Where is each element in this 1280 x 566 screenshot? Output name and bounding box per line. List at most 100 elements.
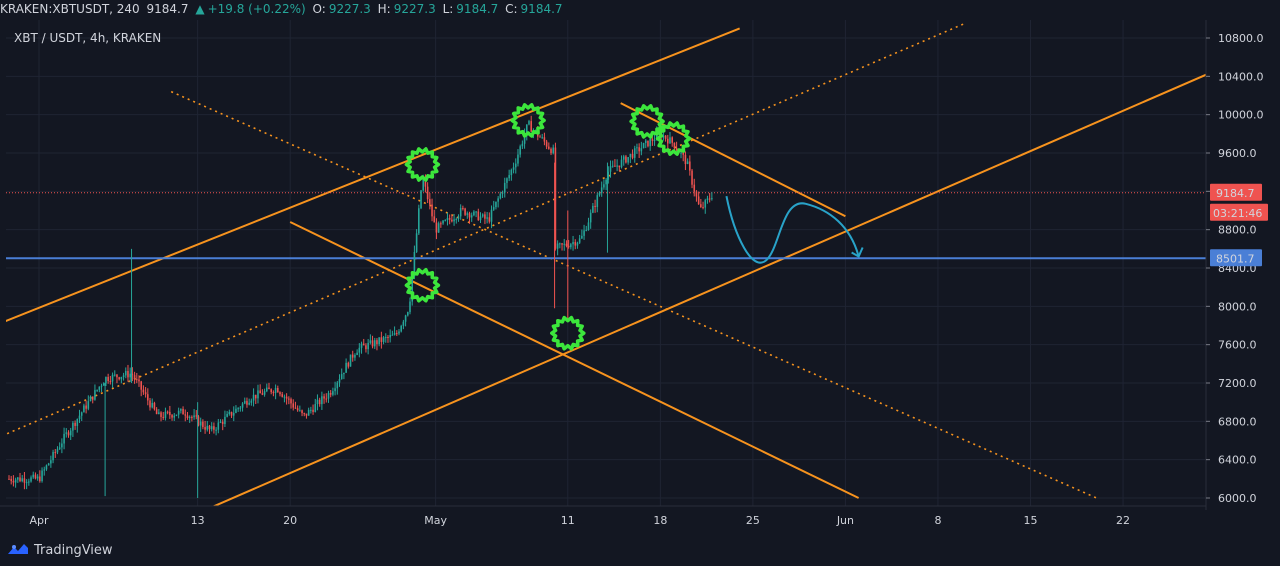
candle-body: [578, 238, 581, 243]
candle-body: [122, 375, 125, 377]
candle-body: [413, 251, 416, 277]
candle-body: [614, 165, 616, 167]
candle-body: [622, 156, 625, 160]
candle-body: [318, 399, 321, 405]
close-value: 9184.7: [520, 2, 563, 16]
candle-body: [135, 379, 138, 381]
candle-body: [224, 416, 226, 424]
pivot-marker-icon[interactable]: [404, 267, 441, 303]
candle-body: [191, 416, 193, 418]
candle-body: [636, 147, 638, 149]
candle-body: [52, 451, 54, 461]
time-tick-label: 18: [653, 514, 667, 527]
pivot-marker-icon[interactable]: [629, 104, 665, 139]
candle-body: [354, 354, 356, 358]
price-tick-label: 6400.0: [1218, 454, 1257, 467]
candle-body: [69, 430, 72, 436]
countdown-badge: [1210, 203, 1268, 221]
candle-body: [695, 191, 698, 197]
candle-body: [197, 416, 200, 426]
candle-body: [61, 443, 63, 448]
candle-body: [391, 334, 394, 336]
candle-body: [25, 482, 28, 484]
candle-body: [629, 153, 632, 158]
candle-body: [581, 235, 583, 239]
candle-body: [431, 204, 433, 217]
candle-body: [387, 337, 389, 339]
candle-body: [455, 218, 458, 220]
time-tick-label: Apr: [29, 514, 49, 527]
candle-body: [669, 137, 671, 144]
candle-body: [65, 432, 68, 434]
tradingview-brand[interactable]: TradingView: [34, 543, 113, 558]
candle-body: [133, 375, 136, 380]
candle-body: [631, 153, 634, 158]
candle-body: [180, 408, 182, 411]
candle-body: [365, 345, 367, 350]
candle-body: [479, 216, 482, 221]
candle-body: [334, 388, 336, 392]
candle-body: [589, 212, 592, 223]
chart-canvas[interactable]: 10800.010400.010000.09600.09200.08800.08…: [0, 0, 1280, 536]
candle-body: [706, 198, 709, 201]
candle-body: [594, 205, 596, 207]
candle-body: [620, 159, 623, 168]
candle-body: [43, 469, 46, 471]
candle-body: [323, 396, 325, 399]
candle-body: [470, 215, 473, 218]
candle-body: [603, 184, 605, 188]
pivot-marker-icon[interactable]: [655, 121, 692, 156]
candle-body: [307, 409, 310, 416]
candle-body: [226, 414, 228, 417]
candle-body: [446, 218, 449, 221]
candle-body: [274, 388, 277, 393]
time-tick-label: 25: [746, 514, 760, 527]
candle-body: [618, 165, 621, 168]
candle-body: [418, 208, 420, 234]
candle-body: [345, 362, 347, 373]
candle-body: [468, 213, 471, 218]
candle-body: [684, 154, 687, 165]
candle-body: [420, 190, 422, 209]
candle-body: [666, 138, 669, 144]
time-tick-label: 15: [1024, 514, 1038, 527]
candle-body: [72, 422, 74, 431]
candle-body: [563, 243, 566, 245]
candle-body: [689, 161, 691, 171]
candle-body: [279, 392, 281, 395]
candle-body: [349, 354, 352, 367]
candle-body: [708, 198, 711, 200]
candle-body: [462, 208, 464, 210]
candle-body: [142, 389, 145, 393]
candle-body: [457, 216, 460, 219]
candle-body: [316, 399, 319, 405]
candle-body: [268, 387, 270, 390]
candle-body: [21, 478, 24, 482]
candle-body: [261, 393, 264, 395]
tradingview-logo-icon[interactable]: [7, 542, 29, 556]
candle-body: [358, 347, 361, 353]
candle-body: [171, 415, 173, 418]
candle-body: [433, 216, 436, 223]
pivot-marker-icon[interactable]: [404, 147, 441, 182]
candle-body: [543, 137, 546, 142]
candle-body: [310, 409, 312, 411]
candle-body: [285, 396, 288, 399]
pivot-marker-icon[interactable]: [510, 103, 546, 138]
candle-body: [277, 388, 279, 393]
candle-body: [327, 393, 330, 399]
candle-body: [186, 415, 189, 419]
candle-body: [28, 481, 30, 483]
candle-body: [228, 411, 231, 415]
candle-body: [539, 136, 541, 138]
symbol-label[interactable]: KRAKEN:XBTUSDT, 240: [0, 2, 140, 16]
time-tick-label: 22: [1116, 514, 1130, 527]
candle-body: [554, 147, 557, 249]
candle-body: [87, 401, 90, 409]
candle-body: [129, 373, 131, 378]
candle-body: [80, 412, 83, 416]
pivot-marker-icon[interactable]: [550, 315, 586, 351]
candle-body: [382, 337, 385, 342]
candle-body: [343, 372, 345, 375]
candle-body: [583, 230, 585, 236]
